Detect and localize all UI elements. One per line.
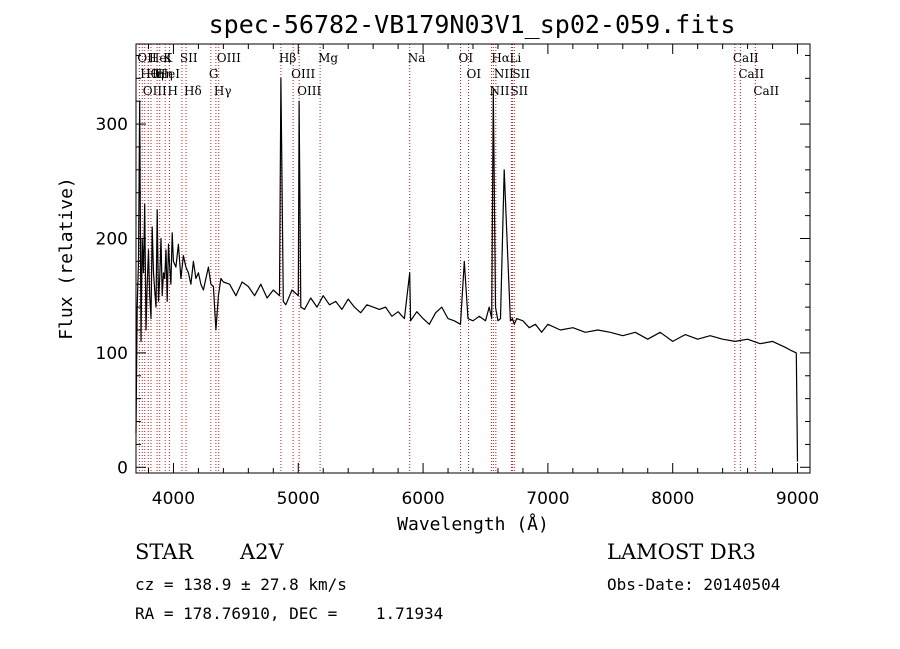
x-axis-label: Wavelength (Å)	[397, 513, 549, 535]
object-class: STAR	[135, 540, 194, 564]
line-label: H	[167, 84, 177, 98]
line-label: OII	[137, 51, 157, 65]
x-tick-label: 6000	[401, 489, 444, 509]
x-tick-label: 8000	[651, 489, 694, 509]
line-marker-layer	[138, 44, 756, 473]
line-label: SII	[180, 51, 198, 65]
ra-dec: RA = 178.76910, DEC = 1.71934	[135, 604, 444, 623]
y-tick-label: 100	[96, 344, 128, 364]
line-label: Hβ	[279, 51, 296, 65]
line-label: Hγ	[214, 84, 232, 98]
line-label: CaII	[753, 84, 779, 98]
line-label: Hη	[155, 67, 173, 81]
line-label: Hη	[146, 67, 164, 81]
y-axis-label: Flux (relative)	[56, 177, 77, 340]
line-label: HeI	[158, 67, 181, 81]
y-tick-label: 300	[96, 115, 128, 135]
line-label: OIII	[143, 84, 167, 98]
x-tick-label: 7000	[526, 489, 569, 509]
axis-ticks: 4000 5000 6000 7000 8000 9000 0 100 200 300	[96, 44, 819, 509]
y-tick-label: 0	[117, 458, 128, 478]
line-label: NII	[489, 84, 509, 98]
line-label: CaII	[738, 67, 764, 81]
spectrum-layer	[135, 77, 799, 462]
line-label: HeI	[149, 51, 172, 65]
line-label: Hδ	[184, 84, 202, 98]
spectral-type: A2V	[240, 540, 284, 564]
line-label: OI	[467, 67, 482, 81]
line-label: SII	[512, 67, 530, 81]
line-label: G	[209, 67, 219, 81]
line-label: OIII	[217, 51, 241, 65]
x-tick-label: 5000	[277, 489, 320, 509]
x-tick-label: 9000	[776, 489, 819, 509]
line-label: SII	[510, 84, 528, 98]
plot-frame	[135, 43, 811, 474]
x-tick-label: 4000	[152, 489, 195, 509]
line-label: OI	[459, 51, 474, 65]
y-tick-label: 200	[96, 229, 128, 249]
line-label: Na	[408, 51, 426, 65]
line-label: Mg	[318, 51, 338, 65]
line-label: K	[163, 51, 173, 65]
spectrum-line	[135, 77, 799, 462]
line-label: OIII	[291, 67, 315, 81]
line-label: Hα	[491, 51, 510, 65]
line-label: NII	[494, 67, 514, 81]
line-label: OIII	[297, 84, 321, 98]
line-label: CaII	[733, 51, 759, 65]
redshift-cz: cz = 138.9 ± 27.8 km/s	[135, 575, 347, 594]
chart-title: spec-56782-VB179N03V1_sp02-059.fits	[209, 10, 736, 39]
survey-name: LAMOST DR3	[607, 540, 756, 564]
line-label: Hθ	[140, 67, 158, 81]
line-label: Li	[509, 51, 521, 65]
obs-date: Obs-Date: 20140504	[607, 575, 781, 594]
